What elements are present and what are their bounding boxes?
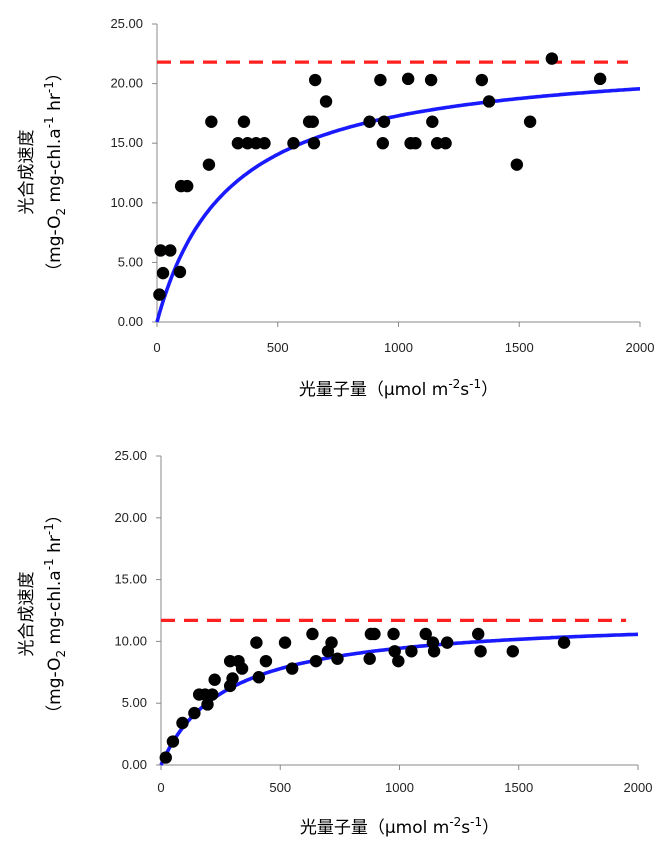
chart-top: 0.00 5.00 10.00 15.00 20.00 25.00 0 500 1000 1500… — [0, 0, 663, 420]
data-point — [156, 266, 170, 280]
y-tick-label: 0.00 — [118, 314, 143, 329]
data-point — [424, 73, 438, 87]
data-point — [506, 645, 519, 658]
x-tick-label: 1500 — [504, 780, 533, 795]
data-point — [306, 115, 319, 128]
data-point — [426, 115, 439, 128]
data-point — [250, 636, 263, 649]
data-point — [154, 244, 167, 257]
data-point — [387, 627, 400, 641]
data-point — [593, 72, 607, 86]
data-point — [278, 636, 292, 649]
data-point — [307, 137, 321, 150]
data-point — [427, 645, 441, 658]
data-point — [363, 115, 376, 128]
data-point — [472, 627, 485, 641]
data-point — [205, 115, 218, 128]
y-tick-label: 15.00 — [110, 135, 143, 150]
data-point — [439, 137, 452, 150]
fitted-curve — [155, 87, 641, 323]
data-point — [285, 662, 299, 675]
y-tick-label: 5.00 — [122, 695, 147, 710]
x-tick-label: 2000 — [624, 780, 653, 795]
y-tick-label: 25.00 — [110, 16, 143, 31]
data-point — [153, 288, 166, 301]
data-point — [388, 645, 401, 658]
y-tick-label: 10.00 — [114, 633, 147, 648]
y-tick-label: 25.00 — [114, 448, 147, 463]
data-point — [331, 652, 344, 665]
data-point — [545, 52, 559, 65]
x-tick-label: 2000 — [626, 340, 655, 355]
y-axis-label-line1: 光合成速度 — [17, 572, 37, 657]
y-axis-label-line1: 光合成速度 — [17, 130, 37, 215]
y-tick-label: 10.00 — [110, 195, 143, 210]
data-point — [226, 672, 239, 685]
data-point — [206, 688, 219, 701]
data-point — [201, 698, 214, 711]
data-point — [252, 671, 265, 684]
x-tick-label: 0 — [153, 340, 160, 355]
data-point — [510, 158, 524, 171]
y-axis-label-line2: （mg-O2 mg-chl.a-1 hr-1） — [42, 64, 68, 280]
data-point — [208, 673, 221, 686]
x-axis-label: 光量子量（μmol m-2s-1） — [299, 377, 498, 400]
data-point — [475, 73, 489, 87]
data-point — [308, 73, 322, 87]
data-point — [441, 636, 454, 649]
data-point — [231, 137, 245, 150]
chart-bottom-plot: 0.00 5.00 10.00 15.00 20.00 25.00 0 500 1000 1500… — [17, 448, 653, 838]
data-point — [325, 636, 338, 649]
data-point — [164, 244, 177, 257]
data-point — [259, 654, 273, 668]
data-point — [258, 137, 271, 150]
data-point — [176, 716, 189, 730]
chart-top-plot: 0.00 5.00 10.00 15.00 20.00 25.00 0 500 1000 1500… — [17, 16, 655, 400]
data-point — [409, 137, 422, 150]
data-point — [363, 652, 376, 665]
data-point — [188, 706, 201, 720]
chart-bottom: 0.00 5.00 10.00 15.00 20.00 25.00 0 500 1000 1500… — [0, 432, 663, 843]
y-axis-label-line2: （mg-O2 mg-chl.a-1 hr-1） — [42, 506, 68, 722]
data-point — [377, 115, 391, 128]
x-tick-label: 1000 — [384, 340, 413, 355]
data-point — [202, 158, 216, 171]
data-point — [557, 636, 571, 649]
data-point — [523, 115, 537, 128]
data-point — [482, 95, 496, 108]
data-point — [368, 627, 381, 641]
data-point — [306, 627, 319, 641]
data-point — [235, 662, 249, 675]
data-point — [474, 645, 487, 658]
data-point — [392, 654, 405, 668]
data-point — [237, 115, 251, 128]
y-tick-label: 15.00 — [114, 572, 147, 587]
data-point — [376, 137, 390, 150]
data-point — [173, 265, 187, 279]
data-point — [401, 72, 415, 86]
x-tick-label: 500 — [269, 780, 291, 795]
x-tick-label: 500 — [267, 340, 289, 355]
data-point — [287, 137, 300, 150]
y-tick-label: 5.00 — [118, 254, 143, 269]
data-point — [374, 73, 387, 87]
data-point — [419, 627, 432, 641]
y-tick-label: 20.00 — [110, 76, 143, 91]
data-point — [166, 735, 180, 748]
x-tick-label: 0 — [157, 780, 164, 795]
data-point — [309, 654, 323, 668]
y-tick-label: 0.00 — [122, 757, 147, 772]
data-point — [180, 179, 194, 193]
x-axis-label: 光量子量（μmol m-2s-1） — [300, 815, 499, 838]
x-tick-label: 1000 — [385, 780, 414, 795]
data-point — [405, 645, 418, 658]
x-tick-label: 1500 — [505, 340, 534, 355]
data-point — [319, 95, 333, 108]
data-point — [159, 751, 172, 764]
y-tick-label: 20.00 — [114, 510, 147, 525]
